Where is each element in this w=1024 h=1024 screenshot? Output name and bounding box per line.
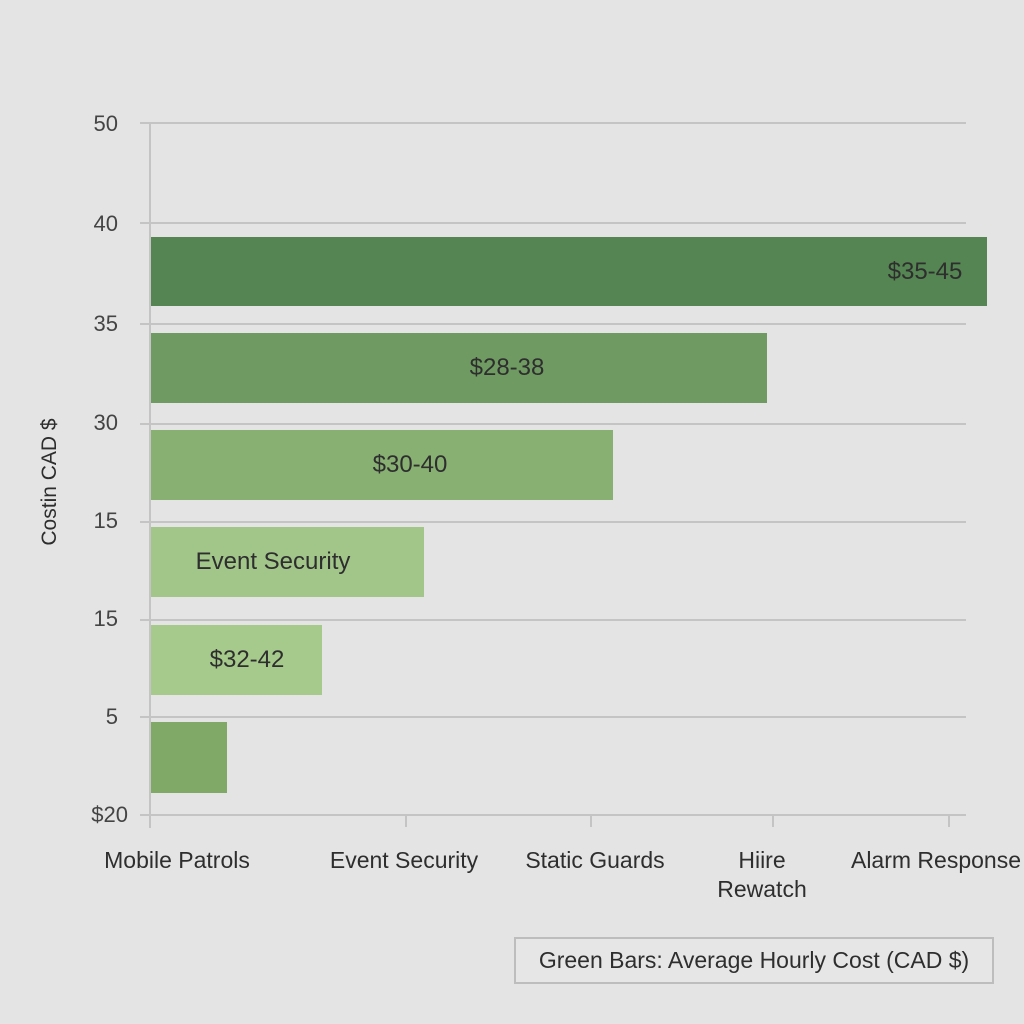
y-axis-line <box>149 122 151 828</box>
legend-text: Green Bars: Average Hourly Cost (CAD $) <box>538 947 970 973</box>
x-tick-mark <box>948 815 950 827</box>
gridline <box>140 521 966 523</box>
bar-4: $32-42 <box>151 625 322 695</box>
x-axis-line <box>140 814 966 816</box>
bar-value-label: $35-45 <box>887 257 963 285</box>
bar-value-label: $32-42 <box>209 646 285 673</box>
x-tick-label: Static Guards <box>525 847 665 873</box>
gridline <box>140 619 966 621</box>
y-tick-label: 50 <box>93 111 118 136</box>
y-tick-label: 15 <box>93 508 118 533</box>
x-tick-mark <box>772 815 774 827</box>
bar-value-label: $28-38 <box>469 354 545 381</box>
x-tick-label: Mobile Patrols <box>104 847 250 873</box>
y-tick-label: 30 <box>93 410 118 435</box>
x-tick-label: Event Security <box>329 847 479 873</box>
y-tick-label: $20 <box>91 802 128 827</box>
x-tick-mark <box>590 815 592 827</box>
y-tick-label: 40 <box>93 211 118 236</box>
bar-value-label: Event Security <box>195 548 351 575</box>
x-tick-label: Alarm Response <box>850 847 1022 873</box>
gridline <box>140 122 966 124</box>
bar-0: $35-45 <box>151 237 987 306</box>
gridline <box>140 222 966 224</box>
gridline <box>140 716 966 718</box>
legend: Green Bars: Average Hourly Cost (CAD $) <box>514 937 994 984</box>
y-axis-label: Costin CAD $ <box>38 418 61 546</box>
bar-5 <box>151 722 227 793</box>
gridline <box>140 423 966 425</box>
bar-3: Event Security <box>151 527 424 597</box>
bar-2: $30-40 <box>151 430 613 500</box>
x-tick-label: Hiire Rewatch <box>717 847 807 902</box>
gridline <box>140 323 966 325</box>
y-tick-label: 35 <box>93 311 118 336</box>
x-tick-mark <box>405 815 407 827</box>
y-tick-label: 15 <box>93 606 118 631</box>
bar-1: $28-38 <box>151 333 767 403</box>
bar-value-label: $30-40 <box>372 451 448 478</box>
y-tick-label: 5 <box>105 704 118 729</box>
x-tick-mark <box>149 815 151 827</box>
